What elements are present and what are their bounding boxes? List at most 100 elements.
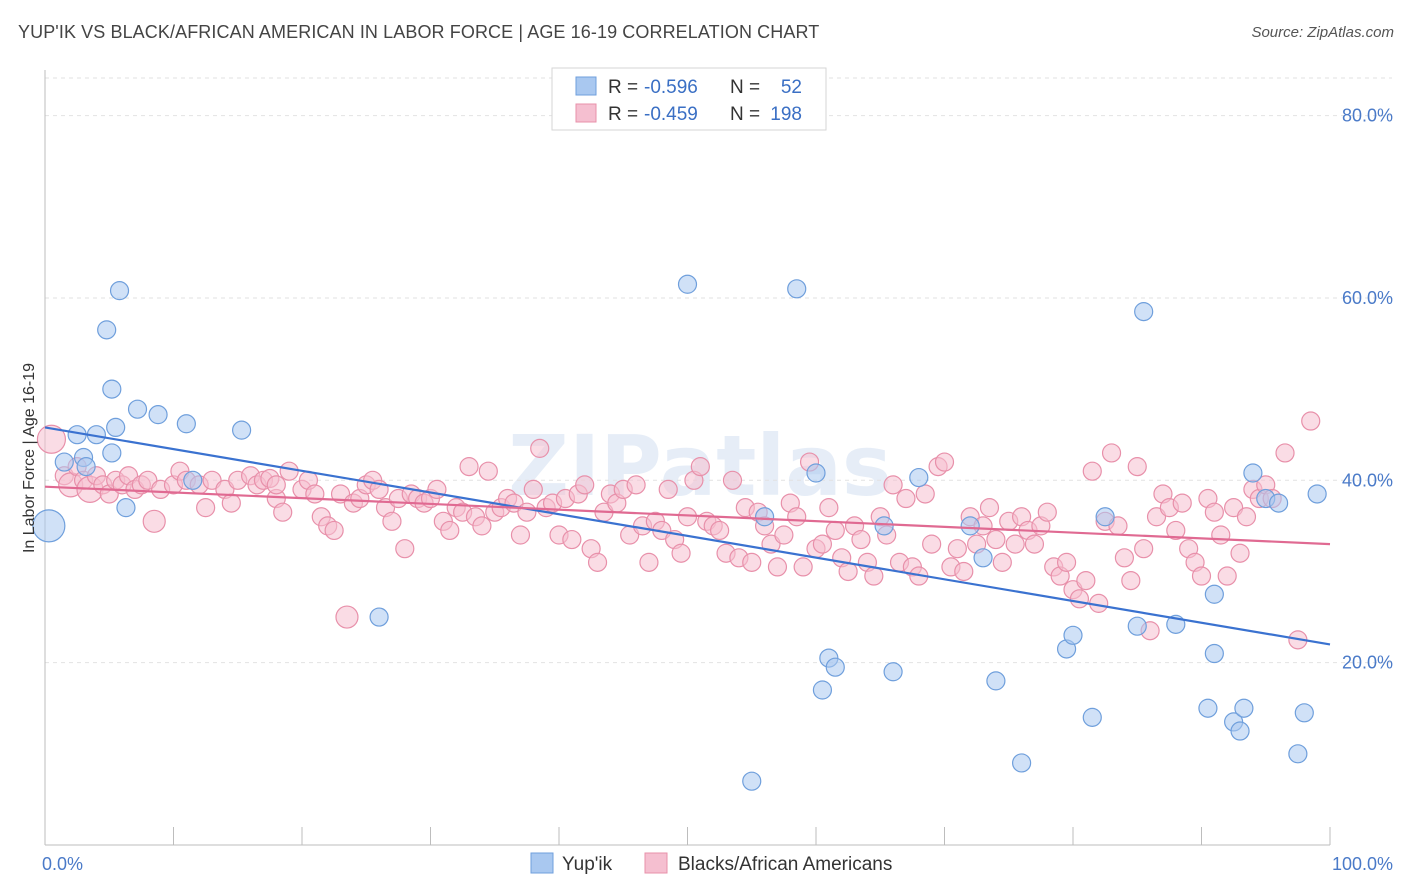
data-point — [954, 561, 974, 582]
data-point — [639, 552, 659, 572]
data-point — [102, 379, 122, 399]
data-point — [973, 548, 993, 568]
legend-bottom-label-blacks: Blacks/African Americans — [678, 854, 892, 875]
data-point — [1307, 484, 1327, 504]
data-point — [812, 534, 833, 554]
data-point — [395, 539, 415, 559]
data-point — [183, 470, 203, 490]
legend-r-label: R = — [608, 104, 638, 125]
data-point — [710, 520, 730, 541]
data-point — [127, 399, 148, 419]
trend-lines — [44, 426, 1331, 646]
data-point — [510, 525, 531, 545]
data-point — [742, 771, 762, 791]
x-tick-label: 0.0% — [42, 854, 83, 874]
legend-r-value: -0.459 — [644, 104, 698, 125]
data-point — [1063, 625, 1083, 645]
data-point — [562, 529, 582, 550]
x-tick-label: 100.0% — [1332, 854, 1393, 874]
legend-bottom-label-yupik: Yup'ik — [562, 854, 613, 875]
data-point — [671, 543, 691, 563]
data-point — [1204, 502, 1224, 522]
legend-n-value: 52 — [781, 77, 802, 98]
data-point — [883, 475, 903, 495]
data-point — [812, 680, 833, 700]
data-point — [896, 488, 916, 509]
data-point — [874, 516, 894, 536]
data-point — [825, 657, 845, 677]
legend-n-label: N = — [730, 77, 760, 98]
x-tick-labels: 0.0% 100.0% — [42, 854, 1393, 874]
data-point — [742, 552, 762, 572]
data-point — [690, 457, 710, 477]
y-axis-title: In Labor Force | Age 16-19 — [21, 363, 38, 553]
data-point — [148, 405, 168, 425]
chart-source: Source: ZipAtlas.com — [1251, 24, 1394, 41]
legend-swatch-yupik — [575, 76, 597, 96]
data-point — [232, 420, 252, 440]
data-point — [909, 467, 929, 488]
data-point — [221, 493, 241, 513]
data-point — [440, 520, 460, 541]
data-point — [305, 484, 325, 504]
data-point — [774, 525, 794, 545]
data-point — [1134, 539, 1154, 559]
data-point — [722, 470, 743, 490]
data-point — [1172, 493, 1192, 513]
data-point — [1121, 570, 1141, 591]
data-point — [1198, 698, 1218, 718]
data-point — [106, 417, 126, 438]
chart-title: YUP'IK VS BLACK/AFRICAN AMERICAN IN LABO… — [18, 22, 820, 42]
data-point — [279, 461, 299, 481]
data-point — [793, 557, 813, 577]
data-point — [1191, 566, 1212, 586]
trend-line — [44, 485, 1331, 546]
legend-box — [551, 67, 827, 131]
data-point — [658, 479, 678, 500]
data-point — [382, 511, 402, 531]
trend-line — [44, 426, 1331, 646]
data-point — [979, 498, 1000, 518]
data-point — [478, 461, 498, 481]
data-point — [523, 479, 543, 500]
data-point — [992, 552, 1012, 572]
data-point — [787, 279, 807, 299]
data-point — [575, 475, 595, 495]
data-point — [1294, 703, 1314, 723]
data-point — [324, 520, 344, 541]
data-point — [97, 320, 117, 340]
data-point — [825, 520, 845, 541]
data-point — [1288, 744, 1308, 764]
data-point — [1082, 707, 1102, 727]
data-point — [196, 498, 216, 518]
data-point — [1127, 616, 1147, 636]
legend-bottom-swatch-yupik — [530, 852, 554, 874]
data-point — [677, 274, 698, 294]
y-tick-label: 20.0% — [1342, 653, 1393, 673]
data-point — [102, 443, 122, 463]
data-point — [273, 502, 293, 522]
data-point — [1230, 543, 1250, 563]
legend-swatch-blacks — [575, 103, 597, 123]
data-point — [459, 457, 479, 477]
grid-lines — [45, 77, 1392, 664]
data-point — [934, 452, 955, 472]
data-point — [1211, 525, 1231, 545]
data-point — [754, 507, 775, 527]
legend-series: Yup'ik Blacks/African Americans — [530, 852, 892, 875]
data-point — [1056, 552, 1077, 572]
data-point — [32, 509, 66, 543]
data-point — [767, 557, 788, 577]
data-point — [1037, 502, 1057, 522]
axes — [44, 70, 1331, 846]
data-point — [1275, 443, 1295, 463]
data-point — [1166, 520, 1186, 541]
data-point — [1268, 493, 1289, 513]
series-blacks-points — [36, 411, 1321, 650]
data-point — [369, 607, 389, 627]
data-point — [1095, 507, 1115, 527]
data-point — [1301, 411, 1321, 431]
data-point — [530, 438, 550, 458]
legend-n-label: N = — [730, 104, 760, 125]
